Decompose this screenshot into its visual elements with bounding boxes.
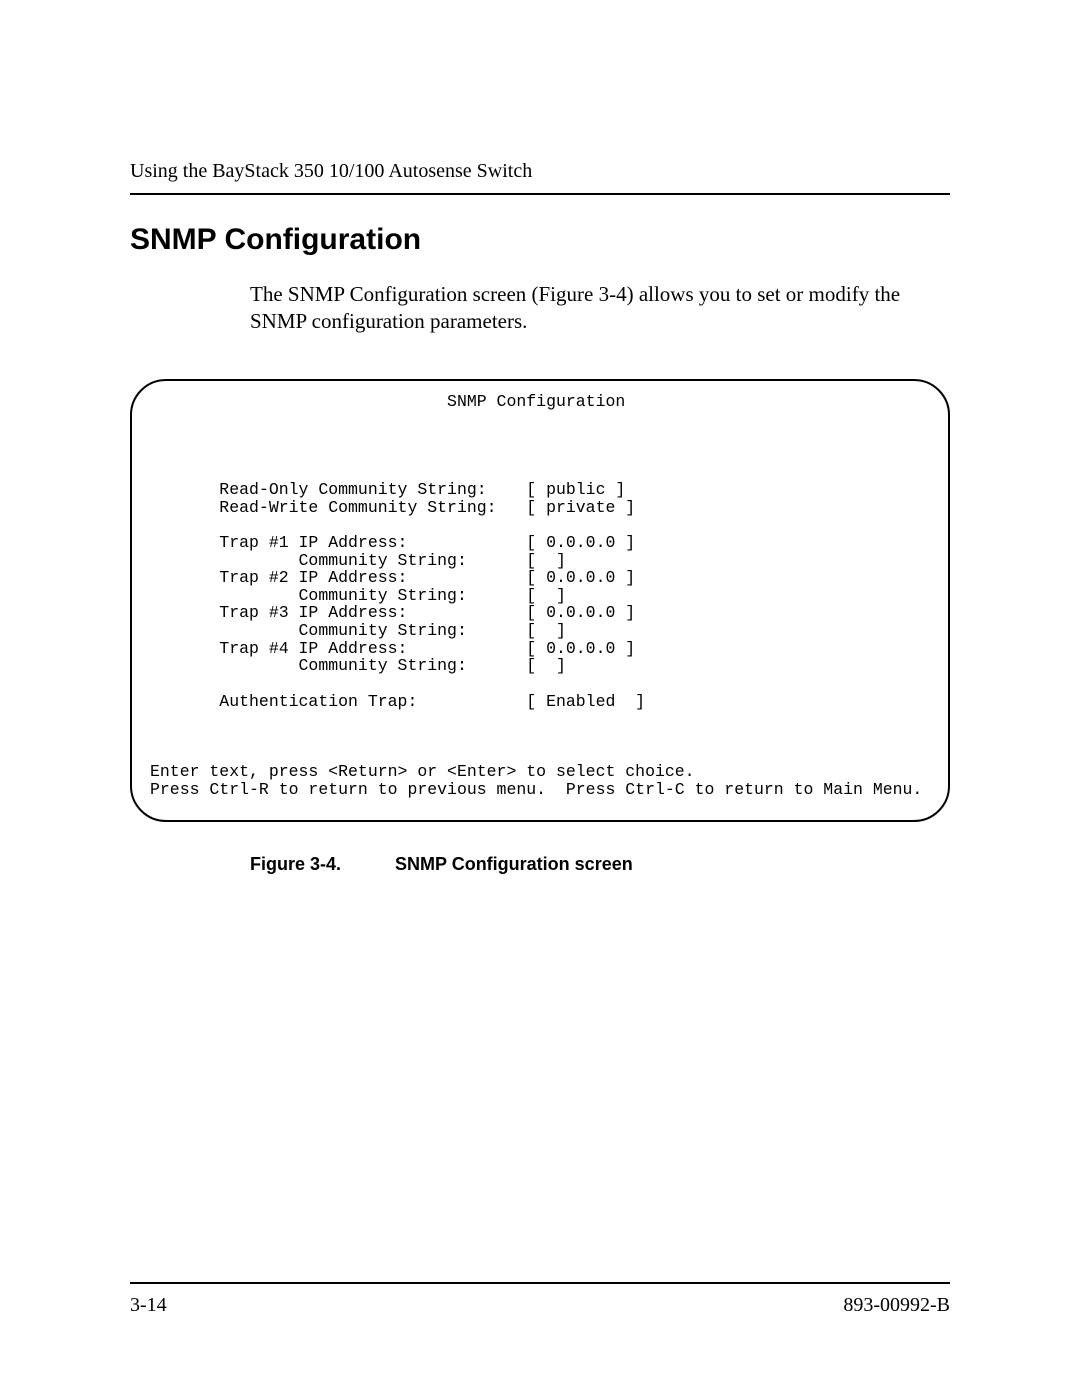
running-header: Using the BayStack 350 10/100 Autosense … — [130, 160, 950, 183]
figure-number: Figure 3-4. — [250, 854, 390, 875]
document-number: 893-00992-B — [843, 1294, 950, 1317]
figure-caption: Figure 3-4. SNMP Configuration screen — [130, 854, 950, 875]
footer-row: 3-14 893-00992-B — [130, 1294, 950, 1317]
terminal-content: SNMP Configuration Read-Only Community S… — [150, 393, 930, 799]
footer-rule — [130, 1282, 950, 1284]
header-rule — [130, 193, 950, 195]
section-body: The SNMP Configuration screen (Figure 3-… — [130, 281, 950, 335]
page-footer: 3-14 893-00992-B — [130, 1282, 950, 1317]
page: Using the BayStack 350 10/100 Autosense … — [0, 0, 1080, 1397]
figure-text: SNMP Configuration screen — [395, 854, 633, 874]
page-number: 3-14 — [130, 1294, 167, 1317]
section-title: SNMP Configuration — [130, 223, 950, 257]
terminal-frame: SNMP Configuration Read-Only Community S… — [130, 379, 950, 823]
